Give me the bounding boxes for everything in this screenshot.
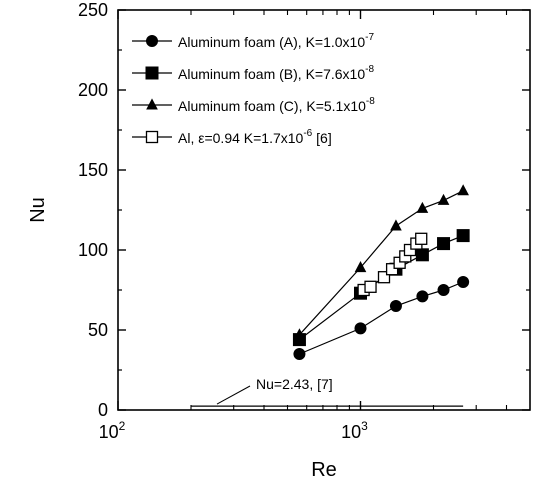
data-point: [354, 261, 367, 273]
legend-label: Aluminum foam (A), K=1.0x10-7: [178, 32, 374, 50]
series-0: [293, 276, 470, 360]
data-point: [437, 237, 451, 251]
data-point: [389, 300, 402, 312]
legend-entry-2: Aluminum foam (C), K=5.1x10-8: [132, 96, 375, 114]
data-point: [293, 328, 306, 340]
data-point: [403, 243, 417, 257]
x-tick-label: 102: [99, 419, 126, 442]
legend-label: Al, ε=0.94 K=1.7x10-6 [6]: [178, 128, 332, 146]
data-point: [385, 263, 399, 276]
data-point: [437, 284, 450, 296]
annotation-layer: Nu=2.43, [7]: [190, 376, 464, 407]
series-line: [298, 190, 464, 336]
data-point: [416, 201, 429, 213]
data-point: [364, 280, 377, 293]
y-tick-label: 250: [78, 0, 108, 20]
y-tick-label: 150: [78, 160, 108, 180]
data-point: [415, 232, 428, 245]
legend-marker: [146, 98, 158, 110]
data-point: [354, 322, 367, 335]
data-point: [456, 229, 470, 243]
y-tick-label: 200: [78, 80, 108, 100]
reference-label: Nu=2.43, [7]: [256, 376, 333, 392]
data-point: [377, 271, 391, 284]
legend-marker: [145, 66, 159, 80]
y-tick-label: 0: [98, 400, 108, 420]
legend-label: Aluminum foam (C), K=5.1x10-8: [178, 96, 375, 114]
x-tick-label: 103: [341, 419, 368, 442]
y-axis-title: Nu: [27, 197, 49, 223]
data-point: [390, 219, 402, 231]
series-2: [293, 184, 469, 340]
data-point: [415, 248, 429, 262]
legend-label: Aluminum foam (B), K=7.6x10-8: [178, 64, 374, 82]
legend-marker: [145, 130, 159, 144]
data-point: [437, 193, 450, 205]
data-point: [293, 348, 306, 360]
data-point: [416, 290, 429, 303]
data-point: [457, 276, 470, 288]
data-point: [457, 184, 469, 196]
series-3: [357, 232, 428, 297]
y-tick-label: 100: [78, 240, 108, 260]
legend-marker: [146, 35, 158, 47]
legend-entry-0: Aluminum foam (A), K=1.0x10-7: [132, 32, 374, 50]
data-layer: [292, 184, 470, 360]
x-axis-title: Re: [311, 459, 337, 481]
legend-entry-3: Al, ε=0.94 K=1.7x10-6 [6]: [132, 128, 332, 146]
legend-entry-1: Aluminum foam (B), K=7.6x10-8: [132, 64, 374, 82]
reference-leader-line: [216, 385, 251, 405]
legend: Aluminum foam (A), K=1.0x10-7 Aluminum fo…: [132, 32, 375, 146]
y-tick-label: 50: [88, 320, 108, 340]
